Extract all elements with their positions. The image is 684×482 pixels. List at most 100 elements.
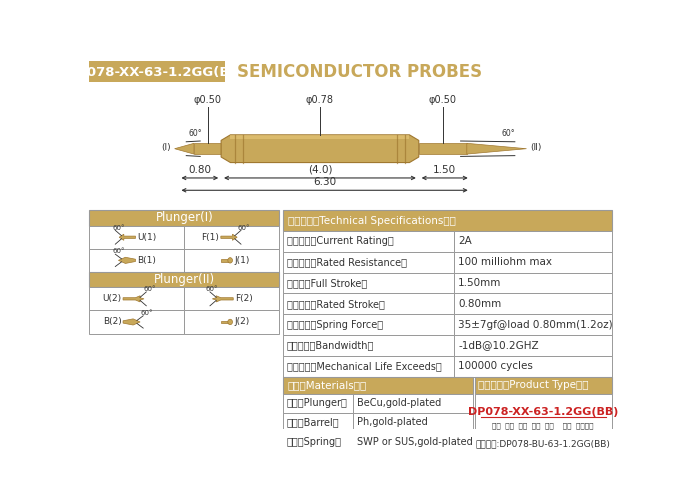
Text: (4.0): (4.0)	[308, 165, 332, 175]
Polygon shape	[466, 143, 527, 154]
Bar	[184, 310, 279, 334]
Text: Plunger(I): Plunger(I)	[155, 212, 213, 225]
Text: φ0.78: φ0.78	[306, 95, 334, 105]
Polygon shape	[221, 234, 237, 241]
Text: B(1): B(1)	[137, 256, 156, 265]
Text: 60°: 60°	[189, 129, 202, 138]
Bar	[353, 394, 473, 413]
Bar	[283, 273, 453, 294]
Bar	[353, 432, 473, 451]
Text: 针头（Plunger）: 针头（Plunger）	[286, 398, 347, 408]
Text: φ0.50: φ0.50	[429, 95, 457, 105]
Bar	[194, 143, 221, 154]
Bar	[90, 272, 279, 287]
Bar	[283, 294, 453, 314]
Text: (Ⅱ): (Ⅱ)	[530, 143, 542, 152]
Text: 100000 cycles: 100000 cycles	[458, 361, 533, 371]
Text: 0.80mm: 0.80mm	[458, 299, 501, 309]
Ellipse shape	[228, 258, 233, 263]
Polygon shape	[231, 135, 410, 139]
Polygon shape	[119, 234, 135, 241]
Text: Ph,gold-plated: Ph,gold-plated	[357, 417, 428, 428]
Bar	[475, 394, 611, 451]
Bar	[453, 335, 611, 356]
Bar	[221, 321, 230, 323]
Bar	[283, 231, 453, 252]
Text: -1dB@10.2GHZ: -1dB@10.2GHZ	[458, 340, 539, 350]
Text: 60°: 60°	[140, 310, 153, 316]
Bar	[283, 394, 353, 413]
Polygon shape	[174, 143, 194, 154]
Bar	[353, 413, 473, 432]
Text: SEMICONDUCTOR PROBES: SEMICONDUCTOR PROBES	[237, 64, 482, 81]
Bar	[453, 294, 611, 314]
Bar	[184, 287, 279, 310]
Text: 35±7gf@load 0.80mm(1.2oz): 35±7gf@load 0.80mm(1.2oz)	[458, 320, 613, 330]
Bar	[283, 210, 611, 231]
Text: 60°: 60°	[112, 225, 124, 230]
Bar	[283, 252, 453, 273]
Text: 1.50mm: 1.50mm	[458, 278, 501, 288]
Bar	[90, 310, 184, 334]
Bar	[184, 226, 279, 249]
Text: 额定电流（Current Rating）: 额定电流（Current Rating）	[287, 237, 394, 246]
Text: 6.30: 6.30	[313, 177, 336, 187]
Ellipse shape	[228, 319, 233, 325]
Bar	[453, 273, 611, 294]
Text: BeCu,gold-plated: BeCu,gold-plated	[357, 398, 441, 408]
Bar	[283, 432, 353, 451]
Text: SWP or SUS,gold-plated: SWP or SUS,gold-plated	[357, 437, 473, 447]
Text: 0.80: 0.80	[188, 165, 211, 175]
Text: 技术要求（Technical Specifications）：: 技术要求（Technical Specifications）：	[288, 216, 456, 226]
Text: DP078-XX-63-1.2GG(BB): DP078-XX-63-1.2GG(BB)	[67, 66, 247, 79]
Bar	[90, 210, 279, 226]
Polygon shape	[221, 135, 419, 162]
Bar	[90, 249, 184, 272]
Text: 额定弹力（Spring Force）: 额定弹力（Spring Force）	[287, 320, 383, 330]
Text: 材质（Materials）：: 材质（Materials）：	[287, 380, 366, 390]
Text: 频率带宽（Bandwidth）: 频率带宽（Bandwidth）	[287, 340, 374, 350]
Text: 60°: 60°	[238, 225, 250, 230]
Text: 弹簧（Spring）: 弹簧（Spring）	[286, 437, 341, 447]
Text: 额定电阻（Rated Resistance）: 额定电阻（Rated Resistance）	[287, 257, 407, 268]
Bar	[283, 413, 353, 432]
Polygon shape	[123, 319, 140, 325]
Polygon shape	[118, 257, 135, 264]
Text: 2A: 2A	[458, 237, 472, 246]
Bar	[453, 231, 611, 252]
Text: F(1): F(1)	[201, 233, 220, 242]
Text: U(1): U(1)	[137, 233, 156, 242]
Text: 100 milliohm max: 100 milliohm max	[458, 257, 552, 268]
Polygon shape	[212, 296, 233, 302]
Text: Plunger(II): Plunger(II)	[154, 273, 215, 286]
Bar	[419, 143, 466, 154]
Text: (Ⅰ): (Ⅰ)	[161, 143, 171, 152]
Text: 测试寿命（Mechanical Life Exceeds）: 测试寿命（Mechanical Life Exceeds）	[287, 361, 442, 371]
Text: U(2): U(2)	[103, 295, 122, 303]
Bar	[453, 252, 611, 273]
Text: 60°: 60°	[501, 129, 515, 138]
Bar	[283, 314, 453, 335]
Text: 满行程（Full Stroke）: 满行程（Full Stroke）	[287, 278, 367, 288]
Text: 60°: 60°	[112, 248, 124, 254]
Text: 订购举例:DP078-BU-63-1.2GG(BB): 订购举例:DP078-BU-63-1.2GG(BB)	[475, 439, 611, 448]
Text: 成品型号（Product Type）：: 成品型号（Product Type）：	[478, 380, 589, 390]
Text: B(2): B(2)	[103, 318, 122, 326]
Text: φ0.50: φ0.50	[194, 95, 222, 105]
Bar	[475, 376, 611, 394]
Text: 系列  规格  头型  总长  弹力    镀金  针头材质: 系列 规格 头型 总长 弹力 镀金 针头材质	[492, 423, 594, 429]
Text: 额定行程（Rated Stroke）: 额定行程（Rated Stroke）	[287, 299, 385, 309]
Text: J(1): J(1)	[234, 256, 250, 265]
Text: J(2): J(2)	[234, 318, 249, 326]
Polygon shape	[123, 296, 144, 302]
Text: 60°: 60°	[143, 286, 156, 292]
Bar	[453, 356, 611, 376]
Bar	[453, 314, 611, 335]
Text: F(2): F(2)	[235, 295, 252, 303]
Text: DP078-XX-63-1.2GG(BB): DP078-XX-63-1.2GG(BB)	[468, 407, 618, 417]
Bar	[283, 376, 473, 394]
Bar	[283, 356, 453, 376]
Text: 60°: 60°	[205, 286, 218, 292]
Text: 针管（Barrel）: 针管（Barrel）	[286, 417, 339, 428]
Bar	[90, 226, 184, 249]
